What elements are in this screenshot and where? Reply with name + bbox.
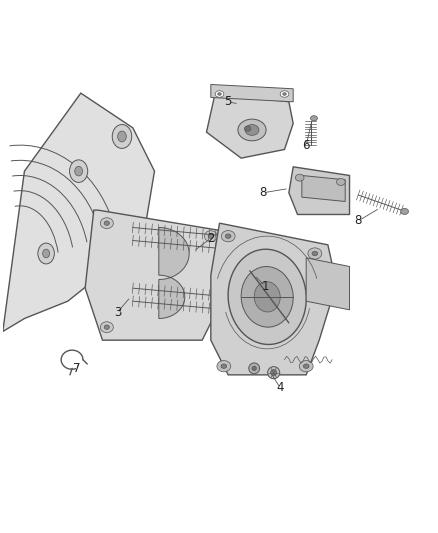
- Ellipse shape: [69, 160, 88, 182]
- Ellipse shape: [220, 364, 226, 368]
- Polygon shape: [3, 93, 154, 332]
- Ellipse shape: [112, 125, 131, 148]
- Text: 8: 8: [258, 187, 266, 199]
- Ellipse shape: [244, 125, 258, 135]
- Ellipse shape: [282, 93, 286, 95]
- Text: 8: 8: [354, 214, 361, 228]
- Ellipse shape: [38, 243, 54, 264]
- Text: 4: 4: [276, 382, 283, 394]
- Polygon shape: [305, 258, 349, 310]
- Ellipse shape: [42, 249, 49, 258]
- Ellipse shape: [240, 266, 293, 327]
- Polygon shape: [159, 228, 189, 319]
- Ellipse shape: [254, 281, 279, 312]
- Ellipse shape: [228, 249, 306, 344]
- Ellipse shape: [221, 231, 235, 242]
- Ellipse shape: [279, 91, 288, 97]
- Text: 3: 3: [114, 305, 121, 319]
- Polygon shape: [85, 210, 236, 340]
- Ellipse shape: [400, 208, 407, 214]
- Ellipse shape: [208, 234, 213, 238]
- Ellipse shape: [251, 366, 256, 370]
- Ellipse shape: [237, 119, 265, 141]
- Ellipse shape: [307, 248, 321, 259]
- Ellipse shape: [212, 322, 226, 333]
- Ellipse shape: [303, 364, 308, 368]
- Ellipse shape: [104, 325, 109, 329]
- Text: 5: 5: [224, 95, 231, 108]
- Ellipse shape: [311, 252, 317, 256]
- Ellipse shape: [336, 179, 344, 185]
- Ellipse shape: [310, 116, 317, 121]
- Ellipse shape: [299, 360, 312, 372]
- Ellipse shape: [100, 218, 113, 229]
- Ellipse shape: [74, 166, 82, 176]
- Ellipse shape: [267, 367, 279, 379]
- Text: 7: 7: [73, 362, 80, 375]
- Ellipse shape: [216, 360, 230, 372]
- Ellipse shape: [216, 325, 222, 329]
- Ellipse shape: [100, 322, 113, 333]
- Ellipse shape: [217, 93, 221, 95]
- Ellipse shape: [117, 131, 126, 142]
- Polygon shape: [210, 223, 336, 375]
- Polygon shape: [301, 175, 344, 201]
- Ellipse shape: [244, 126, 251, 131]
- Text: 1: 1: [261, 279, 268, 293]
- Polygon shape: [206, 93, 293, 158]
- Text: 6: 6: [302, 139, 309, 151]
- Ellipse shape: [225, 234, 230, 238]
- Ellipse shape: [270, 370, 276, 376]
- Ellipse shape: [248, 363, 259, 374]
- Ellipse shape: [295, 174, 304, 181]
- Polygon shape: [210, 84, 293, 102]
- Ellipse shape: [104, 221, 109, 225]
- Ellipse shape: [204, 231, 217, 241]
- Text: 2: 2: [207, 232, 214, 245]
- Polygon shape: [288, 167, 349, 214]
- Ellipse shape: [215, 91, 223, 97]
